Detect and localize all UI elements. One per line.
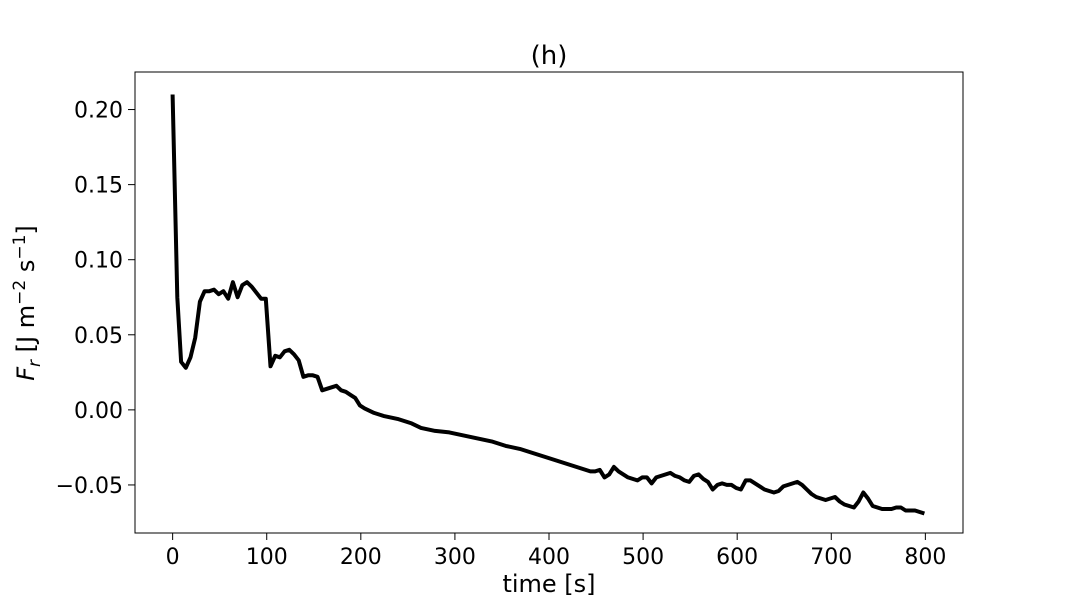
series-line: [170, 94, 926, 516]
y-axis-label-units-mid: s: [12, 260, 40, 280]
y-tick-label: 0.10: [74, 249, 123, 274]
x-tick-label: 400: [528, 545, 570, 570]
x-tick-label: 0: [166, 545, 180, 570]
y-tick-label: 0.20: [74, 99, 123, 124]
x-tick-label: 500: [622, 545, 664, 570]
x-tick-label: 800: [904, 545, 946, 570]
x-axis: 0 100 200 300 400 500 600 700 800: [166, 533, 946, 570]
x-tick-label: 100: [246, 545, 288, 570]
x-tick-label: 600: [716, 545, 758, 570]
y-axis-label-units-close: ]: [12, 225, 40, 234]
y-axis-label-symbol: F: [12, 366, 40, 381]
y-tick-label: 0.15: [74, 174, 123, 199]
chart-title: (h): [531, 41, 568, 71]
y-axis: −0.05 0.00 0.05 0.10 0.15 0.20: [56, 99, 135, 499]
x-tick-label: 700: [810, 545, 852, 570]
y-tick-label: 0.00: [74, 399, 123, 424]
y-axis-label-exp1: −2: [10, 280, 30, 305]
y-tick-label: 0.05: [74, 324, 123, 349]
axes-frame: [134, 71, 964, 534]
y-axis-label-exp2: −1: [10, 235, 30, 260]
y-axis-label-subscript: r: [25, 359, 45, 367]
x-tick-label: 300: [434, 545, 476, 570]
y-tick-label: −0.05: [56, 474, 123, 499]
y-axis-label-units-open: [J m: [12, 305, 40, 360]
y-axis-label: Fr [J m−2 s−1]: [10, 225, 45, 381]
x-axis-label: time [s]: [502, 570, 595, 598]
x-tick-label: 200: [340, 545, 382, 570]
